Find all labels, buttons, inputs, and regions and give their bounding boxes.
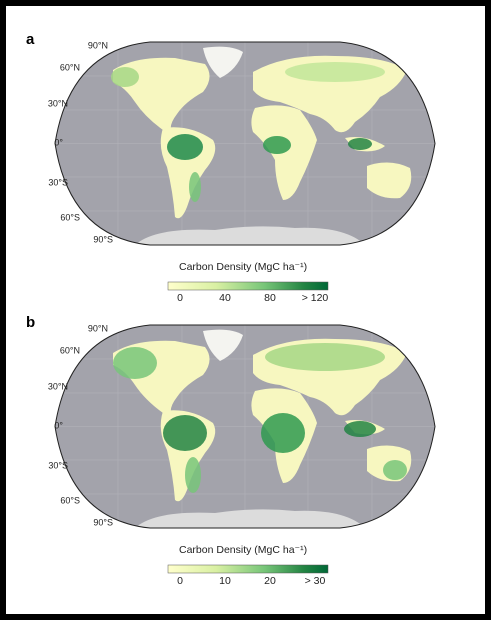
forest-density bbox=[111, 67, 139, 87]
latitude-label: 90°S bbox=[93, 517, 113, 527]
colorbar bbox=[167, 564, 329, 574]
forest-density bbox=[285, 62, 385, 82]
forest-density bbox=[185, 457, 201, 493]
latitude-label: 0° bbox=[54, 420, 63, 430]
colorbar-tick-label: > 30 bbox=[305, 575, 326, 587]
latitude-label: 30°N bbox=[48, 381, 68, 391]
forest-density bbox=[263, 136, 291, 154]
latitude-label: 60°N bbox=[60, 62, 80, 72]
panel-label: b bbox=[26, 314, 35, 331]
forest-density bbox=[344, 421, 376, 437]
map-outline bbox=[54, 41, 436, 246]
forest-density bbox=[189, 172, 201, 202]
latitude-label: 60°S bbox=[60, 495, 80, 505]
colorbar-title: Carbon Density (MgC ha⁻¹) bbox=[179, 261, 307, 273]
map: 90°N 60°N 30°N 0° 30°S 60°S 90°S bbox=[48, 323, 436, 529]
colorbar-title: Carbon Density (MgC ha⁻¹) bbox=[179, 544, 307, 556]
latitude-label: 30°S bbox=[48, 460, 68, 470]
map-clip bbox=[55, 42, 435, 245]
colorbar-tick-label: 80 bbox=[264, 292, 276, 304]
colorbar-tick-label: 20 bbox=[264, 575, 276, 587]
colorbar-tick-label: 40 bbox=[219, 292, 231, 304]
panel-label: a bbox=[26, 31, 35, 48]
map-clip bbox=[55, 325, 435, 528]
latitude-label: 60°N bbox=[60, 345, 80, 355]
colorbar bbox=[167, 281, 329, 291]
colorbar-tick-label: 10 bbox=[219, 575, 231, 587]
latitude-label: 0° bbox=[54, 137, 63, 147]
latitude-label: 30°S bbox=[48, 177, 68, 187]
forest-density bbox=[348, 138, 372, 150]
latitude-label: 30°N bbox=[48, 98, 68, 108]
colorbar-tick-label: 0 bbox=[177, 575, 183, 587]
map-outline bbox=[54, 324, 436, 529]
colorbar-tick-label: > 120 bbox=[302, 292, 329, 304]
forest-density bbox=[265, 343, 385, 371]
forest-density bbox=[113, 347, 157, 379]
latitude-label: 90°N bbox=[88, 323, 108, 333]
latitude-label: 90°S bbox=[93, 234, 113, 244]
forest-density bbox=[163, 415, 207, 451]
forest-density bbox=[383, 460, 407, 480]
latitude-label: 90°N bbox=[88, 40, 108, 50]
map: 90°N 60°N 30°N 0° 30°S 60°S 90°S bbox=[48, 40, 436, 246]
forest-density bbox=[261, 413, 305, 453]
latitude-label: 60°S bbox=[60, 212, 80, 222]
forest-density bbox=[167, 134, 203, 160]
colorbar-tick-label: 0 bbox=[177, 292, 183, 304]
